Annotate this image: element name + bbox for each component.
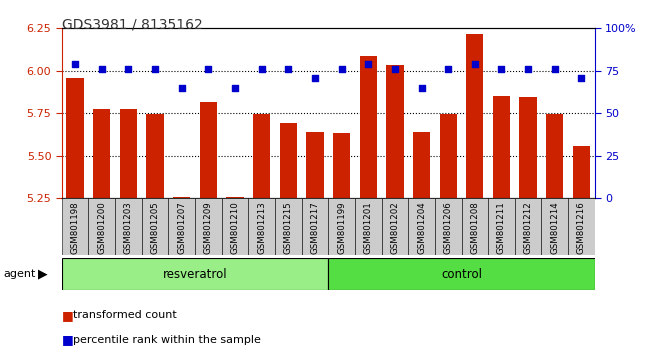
Bar xyxy=(222,198,248,255)
Point xyxy=(469,61,480,67)
Text: GSM801206: GSM801206 xyxy=(444,201,452,254)
Bar xyxy=(413,132,430,198)
Bar xyxy=(382,198,408,255)
Point xyxy=(337,66,347,72)
Text: GDS3981 / 8135162: GDS3981 / 8135162 xyxy=(62,18,203,32)
Bar xyxy=(88,198,115,255)
Text: GSM801205: GSM801205 xyxy=(151,201,159,254)
Point xyxy=(124,66,134,72)
Bar xyxy=(333,133,350,198)
Point xyxy=(390,66,400,72)
Point xyxy=(283,66,294,72)
Bar xyxy=(115,198,142,255)
Text: GSM801213: GSM801213 xyxy=(257,201,266,254)
Text: GSM801203: GSM801203 xyxy=(124,201,133,254)
Text: GSM801198: GSM801198 xyxy=(71,201,79,254)
Point xyxy=(203,66,213,72)
Point xyxy=(310,75,320,80)
Bar xyxy=(93,109,110,198)
Text: GSM801217: GSM801217 xyxy=(311,201,319,254)
Point xyxy=(577,75,587,80)
Text: GSM801209: GSM801209 xyxy=(204,201,213,254)
Point xyxy=(96,66,107,72)
Point xyxy=(230,85,240,91)
Bar xyxy=(573,147,590,198)
Bar xyxy=(280,122,297,198)
Bar xyxy=(359,56,377,198)
Point xyxy=(150,66,161,72)
Point xyxy=(70,61,81,67)
Bar xyxy=(386,65,404,198)
Text: GSM801204: GSM801204 xyxy=(417,201,426,254)
Bar xyxy=(435,198,462,255)
Bar xyxy=(488,198,515,255)
Bar xyxy=(226,197,244,198)
Bar xyxy=(493,96,510,198)
Bar xyxy=(328,198,355,255)
Text: GSM801211: GSM801211 xyxy=(497,201,506,254)
Text: GSM801216: GSM801216 xyxy=(577,201,586,254)
Bar xyxy=(120,109,137,198)
Bar xyxy=(466,34,484,198)
Bar xyxy=(439,114,457,198)
Bar xyxy=(62,198,88,255)
Point xyxy=(363,61,373,67)
Text: ■: ■ xyxy=(62,309,73,321)
Bar xyxy=(173,197,190,198)
Point xyxy=(417,85,427,91)
Point xyxy=(550,66,560,72)
Bar xyxy=(253,114,270,198)
Text: GSM801207: GSM801207 xyxy=(177,201,186,254)
Text: GSM801210: GSM801210 xyxy=(231,201,239,254)
Bar xyxy=(306,132,324,198)
Point xyxy=(256,66,267,72)
Text: percentile rank within the sample: percentile rank within the sample xyxy=(73,335,261,345)
Text: GSM801200: GSM801200 xyxy=(98,201,106,254)
Bar xyxy=(462,198,488,255)
Text: GSM801214: GSM801214 xyxy=(551,201,559,254)
Point xyxy=(177,85,187,91)
Text: GSM801215: GSM801215 xyxy=(284,201,292,254)
Bar xyxy=(519,97,537,198)
Text: ▶: ▶ xyxy=(38,268,47,281)
Bar xyxy=(66,79,84,198)
Bar xyxy=(328,258,595,290)
Bar xyxy=(248,198,275,255)
Bar xyxy=(408,198,435,255)
Point xyxy=(497,66,507,72)
Text: control: control xyxy=(441,268,482,281)
Point xyxy=(443,66,454,72)
Text: transformed count: transformed count xyxy=(73,310,177,320)
Bar xyxy=(142,198,168,255)
Bar xyxy=(355,198,382,255)
Text: GSM801208: GSM801208 xyxy=(471,201,479,254)
Bar xyxy=(200,102,217,198)
Text: resveratrol: resveratrol xyxy=(162,268,228,281)
Text: GSM801201: GSM801201 xyxy=(364,201,372,254)
Text: GSM801199: GSM801199 xyxy=(337,201,346,253)
Point xyxy=(523,66,533,72)
Bar xyxy=(62,258,328,290)
Text: ■: ■ xyxy=(62,333,73,346)
Bar xyxy=(568,198,595,255)
Text: agent: agent xyxy=(3,269,36,279)
Bar xyxy=(541,198,568,255)
Bar xyxy=(146,114,164,198)
Bar xyxy=(275,198,302,255)
Text: GSM801202: GSM801202 xyxy=(391,201,399,254)
Bar xyxy=(195,198,222,255)
Bar xyxy=(302,198,328,255)
Bar xyxy=(546,114,564,198)
Bar xyxy=(515,198,541,255)
Text: GSM801212: GSM801212 xyxy=(524,201,532,254)
Bar xyxy=(168,198,195,255)
